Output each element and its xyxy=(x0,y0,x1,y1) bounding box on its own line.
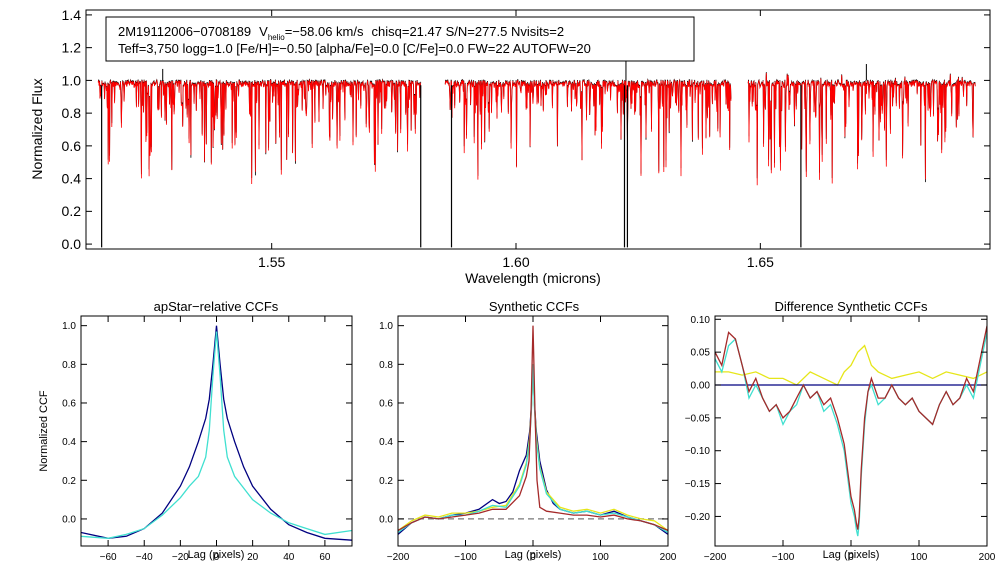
x-tick-label: 1.55 xyxy=(258,254,285,270)
difference-xlabel: Lag (pixels) xyxy=(823,549,880,561)
annotation-line-2: Teff=3,750 logg=1.0 [Fe/H]=−0.50 [alpha/… xyxy=(118,41,591,56)
y-tick-label: 0.0 xyxy=(379,514,393,525)
annotation-vhelio-sub: helio xyxy=(268,33,285,42)
synthetic-plot-area xyxy=(398,325,668,535)
synthetic-ticks: −200 −100 0 100 200 0.0 0.2 0.4 0.6 0.8 1.0 xyxy=(379,316,677,563)
y-tick-label: −0.15 xyxy=(685,479,711,490)
model-spectrum-segment xyxy=(747,72,976,186)
x-tick-label: 100 xyxy=(592,552,609,563)
annotation-star: 2M19112006−0708189 xyxy=(118,24,251,39)
y-tick-label: 0.4 xyxy=(62,437,76,448)
y-tick-label: 0.2 xyxy=(379,476,393,487)
difference-plot-area xyxy=(715,325,987,537)
y-tick-label: 0.10 xyxy=(691,315,711,326)
annotation-stats: chisq=21.47 S/N=277.5 Nvisits=2 xyxy=(372,24,565,39)
y-tick-label: 1.0 xyxy=(379,321,393,332)
synthetic-title: Synthetic CCFs xyxy=(489,299,580,314)
difference-frame xyxy=(714,315,988,547)
x-tick-label: −20 xyxy=(172,552,189,563)
x-tick-label: 1.65 xyxy=(747,254,774,270)
y-tick-label: 0.0 xyxy=(62,236,82,252)
x-tick-label: 0 xyxy=(214,552,220,563)
apstar-plot-area xyxy=(81,325,352,541)
spectrum-ylabel: Normalized Flux xyxy=(29,78,45,179)
y-tick-label: 0.8 xyxy=(62,360,76,371)
x-tick-label: 1.60 xyxy=(502,254,529,270)
y-tick-label: 0.2 xyxy=(62,476,76,487)
annotation-vhelio-label: V xyxy=(259,24,268,39)
apstar-ticks: −60 −40 −20 0 20 40 60 0.0 0.2 0.4 0.6 0.8 1.0 xyxy=(62,316,352,563)
model-spectrum-segment xyxy=(444,79,732,180)
x-tick-label: 40 xyxy=(283,552,295,563)
spectrum-xlabel: Wavelength (microns) xyxy=(465,270,601,286)
x-tick-label: 100 xyxy=(911,552,928,563)
yellow-ccf-line xyxy=(398,364,668,532)
y-tick-label: 0.6 xyxy=(62,398,76,409)
x-tick-label: −100 xyxy=(772,552,795,563)
difference-ccf-panel: Difference Synthetic CCFs −200 −100 0 100 20… xyxy=(685,299,996,563)
apstar-xlabel: Lag (pixels) xyxy=(188,549,245,561)
x-tick-label: −200 xyxy=(387,552,410,563)
y-tick-label: 1.2 xyxy=(62,40,82,56)
yellow-difference-line xyxy=(715,344,987,386)
cyan-ccf-line xyxy=(398,364,668,534)
y-tick-label: −0.05 xyxy=(685,413,711,424)
brown-ccf-line xyxy=(398,325,668,532)
y-tick-label: −0.10 xyxy=(685,446,711,457)
x-tick-label: 0 xyxy=(530,552,536,563)
y-tick-label: −0.20 xyxy=(685,512,711,523)
visit-ccf-individual--line xyxy=(81,331,352,539)
synthetic-xlabel: Lag (pixels) xyxy=(505,549,562,561)
x-tick-label: 0 xyxy=(848,552,854,563)
x-tick-label: 60 xyxy=(319,552,331,563)
difference-title: Difference Synthetic CCFs xyxy=(775,299,928,314)
visit-ccf-combined--line xyxy=(81,325,352,541)
brown-difference-line xyxy=(715,325,987,530)
y-tick-label: 0.2 xyxy=(62,203,82,219)
cyan-difference-line xyxy=(715,332,987,537)
navy-ccf-line xyxy=(398,364,668,535)
y-tick-label: 0.8 xyxy=(62,105,82,121)
annotation-vhelio-value: =−58.06 km/s xyxy=(285,24,364,39)
x-tick-label: −200 xyxy=(704,552,727,563)
y-tick-label: 0.6 xyxy=(379,398,393,409)
y-tick-label: 0.00 xyxy=(691,381,711,392)
spectrum-panel: 1.55 1.60 1.65 0.0 0.2 0.4 0.6 0.8 1.0 1.2 1.4 2M1… xyxy=(29,7,991,286)
model-spectrum-segment xyxy=(97,79,422,185)
spectrum-frame xyxy=(85,9,991,250)
difference-ticks: −200 −100 0 100 200 −0.20 −0.15 −0.10 −0.05 0.00 0… xyxy=(685,315,996,563)
x-tick-label: −100 xyxy=(454,552,477,563)
apstar-ylabel: Normalized CCF xyxy=(38,390,50,472)
annotation-box xyxy=(105,16,695,62)
y-tick-label: 1.4 xyxy=(62,7,82,23)
annotation-line-1: 2M19112006−0708189 Vhelio=−58.06 km/s chis… xyxy=(118,24,564,42)
x-tick-label: 200 xyxy=(979,552,996,563)
spectrum-ticks: 1.55 1.60 1.65 0.0 0.2 0.4 0.6 0.8 1.0 1.2 1.4 xyxy=(62,7,990,270)
y-tick-label: 0.4 xyxy=(379,437,393,448)
x-tick-label: −40 xyxy=(136,552,153,563)
y-tick-label: 0.4 xyxy=(62,171,82,187)
x-tick-label: −60 xyxy=(100,552,117,563)
apstar-frame xyxy=(80,315,353,547)
y-tick-label: 1.0 xyxy=(62,72,82,88)
y-tick-label: 0.05 xyxy=(691,348,711,359)
apstar-title: apStar−relative CCFs xyxy=(154,299,279,314)
y-tick-label: 0.0 xyxy=(62,514,76,525)
x-tick-label: 200 xyxy=(660,552,677,563)
y-tick-label: 0.8 xyxy=(379,360,393,371)
y-tick-label: 1.0 xyxy=(62,321,76,332)
synthetic-ccf-panel: Synthetic CCFs −200 −100 0 100 200 0.0 0.2 0.4 0… xyxy=(379,299,677,563)
apstar-ccf-panel: apStar−relative CCFs −60 −40 −20 0 20 40 60 0.0… xyxy=(38,299,353,563)
y-tick-label: 0.6 xyxy=(62,138,82,154)
x-tick-label: 20 xyxy=(247,552,259,563)
